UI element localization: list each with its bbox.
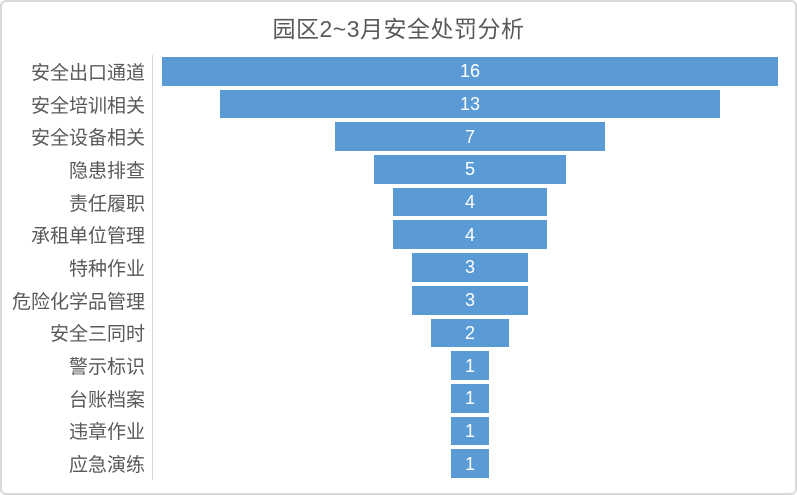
funnel-bar: 2 [431,318,509,348]
chart-row: 台账档案 1 [2,381,787,415]
bar-area: 13 [152,87,787,121]
chart-title: 园区2~3月安全处罚分析 [272,16,525,42]
funnel-bar: 1 [450,416,490,446]
category-label: 安全培训相关 [30,95,145,117]
bar-area: 5 [152,153,787,186]
chart-row: 承租单位管理 4 [2,218,787,252]
bar-area: 16 [152,55,787,88]
value-label: 2 [464,322,475,343]
chart-row: 隐患排查 5 [2,153,787,186]
category-label: 安全出口通道 [30,62,145,84]
plot-area: 安全出口通道 16 安全培训相关 13 安全设备相关 7 隐患排查 5 责任履职 4 承租单位管理 4… [2,55,787,480]
value-label: 4 [464,224,475,245]
category-label: 隐患排查 [68,160,145,182]
value-label: 13 [459,94,481,115]
bar-area: 4 [152,185,787,219]
chart-row: 应急演练 1 [2,447,787,480]
chart-row: 安全培训相关 13 [2,87,787,121]
category-label: 特种作业 [68,258,145,280]
bar-area: 4 [152,218,787,252]
chart-row: 安全出口通道 16 [2,55,787,88]
funnel-bar: 16 [161,57,779,86]
funnel-bar: 7 [335,122,605,152]
value-label: 7 [464,126,475,147]
bar-area: 1 [152,349,787,382]
value-label: 3 [464,290,475,311]
chart-row: 安全三同时 2 [2,316,787,350]
chart-row: 危险化学品管理 3 [2,283,787,317]
funnel-bar: 4 [392,187,548,217]
funnel-bar: 3 [412,253,528,282]
category-label: 责任履职 [68,193,145,215]
bar-area: 7 [152,120,787,154]
bar-area: 1 [152,381,787,415]
value-label: 4 [464,192,475,213]
chart-row: 责任履职 4 [2,185,787,219]
funnel-bar: 13 [219,89,721,119]
bar-area: 2 [152,316,787,350]
value-label: 1 [464,388,475,409]
category-label: 安全设备相关 [30,128,145,150]
funnel-bar: 1 [450,351,490,380]
bar-area: 3 [152,283,787,317]
funnel-bar: 4 [392,220,548,250]
value-label: 16 [459,61,480,82]
bar-area: 1 [152,447,787,480]
funnel-bar: 1 [450,383,490,413]
category-label: 警示标识 [68,357,145,379]
category-label: 台账档案 [68,389,145,411]
value-label: 5 [464,159,475,180]
bar-area: 3 [152,251,787,284]
funnel-bar: 1 [450,449,490,478]
category-label: 应急演练 [68,455,145,477]
chart-row: 违章作业 1 [2,414,787,448]
funnel-bar: 3 [412,285,528,315]
chart-row: 警示标识 1 [2,349,787,382]
value-label: 1 [464,355,475,376]
value-label: 1 [464,420,475,441]
chart-row: 特种作业 3 [2,251,787,284]
value-label: 1 [464,453,475,474]
value-label: 3 [464,257,475,278]
funnel-bar: 5 [373,155,567,184]
category-label: 危险化学品管理 [11,291,145,313]
bar-area: 1 [152,414,787,448]
category-label: 承租单位管理 [30,226,145,248]
category-label: 违章作业 [68,422,145,444]
category-label: 安全三同时 [49,324,145,346]
chart-row: 安全设备相关 7 [2,120,787,154]
